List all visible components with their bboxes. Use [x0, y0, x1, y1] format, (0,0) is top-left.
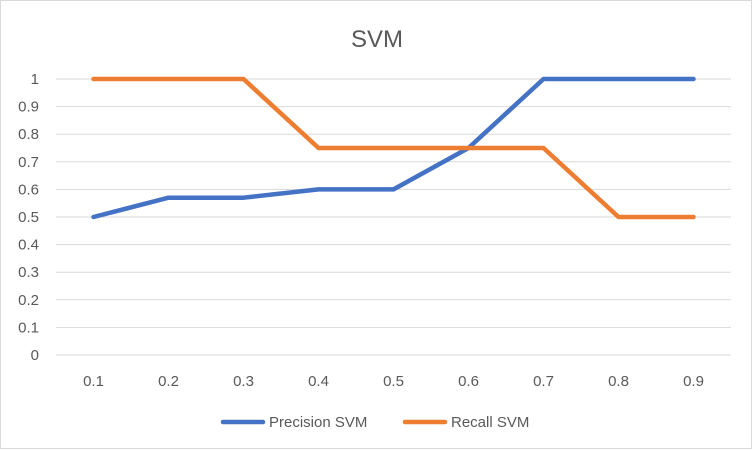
x-tick-label: 0.9: [683, 373, 704, 390]
legend-label: Precision SVM: [269, 414, 367, 431]
series-lines: [93, 79, 693, 217]
x-tick-label: 0.4: [308, 373, 329, 390]
x-tick-label: 0.6: [458, 373, 479, 390]
x-tick-label: 0.8: [608, 373, 629, 390]
x-axis-ticks: 0.1 0.2 0.3 0.4 0.5 0.6 0.7 0.8 0.9: [83, 373, 704, 390]
chart-title: SVM: [351, 26, 403, 53]
y-tick-label: 0.3: [18, 264, 39, 281]
y-tick-label: 0.9: [18, 99, 39, 116]
y-tick-label: 0.1: [18, 319, 39, 336]
y-tick-label: 0.5: [18, 209, 39, 226]
y-tick-label: 0.6: [18, 181, 39, 198]
y-tick-label: 0: [31, 347, 39, 364]
y-tick-label: 0.7: [18, 154, 39, 171]
y-axis-ticks: 0 0.1 0.2 0.3 0.4 0.5 0.6 0.7 0.8 0.9 1: [18, 71, 39, 364]
y-tick-label: 0.8: [18, 126, 39, 143]
x-tick-label: 0.2: [158, 373, 179, 390]
x-tick-label: 0.7: [533, 373, 554, 390]
x-tick-label: 0.5: [383, 373, 404, 390]
y-tick-label: 0.2: [18, 292, 39, 309]
legend: Precision SVM Recall SVM: [223, 414, 529, 431]
y-tick-label: 1: [31, 71, 39, 88]
x-tick-label: 0.3: [233, 373, 254, 390]
y-tick-label: 0.4: [18, 237, 39, 254]
legend-label: Recall SVM: [451, 414, 529, 431]
x-tick-label: 0.1: [83, 373, 104, 390]
